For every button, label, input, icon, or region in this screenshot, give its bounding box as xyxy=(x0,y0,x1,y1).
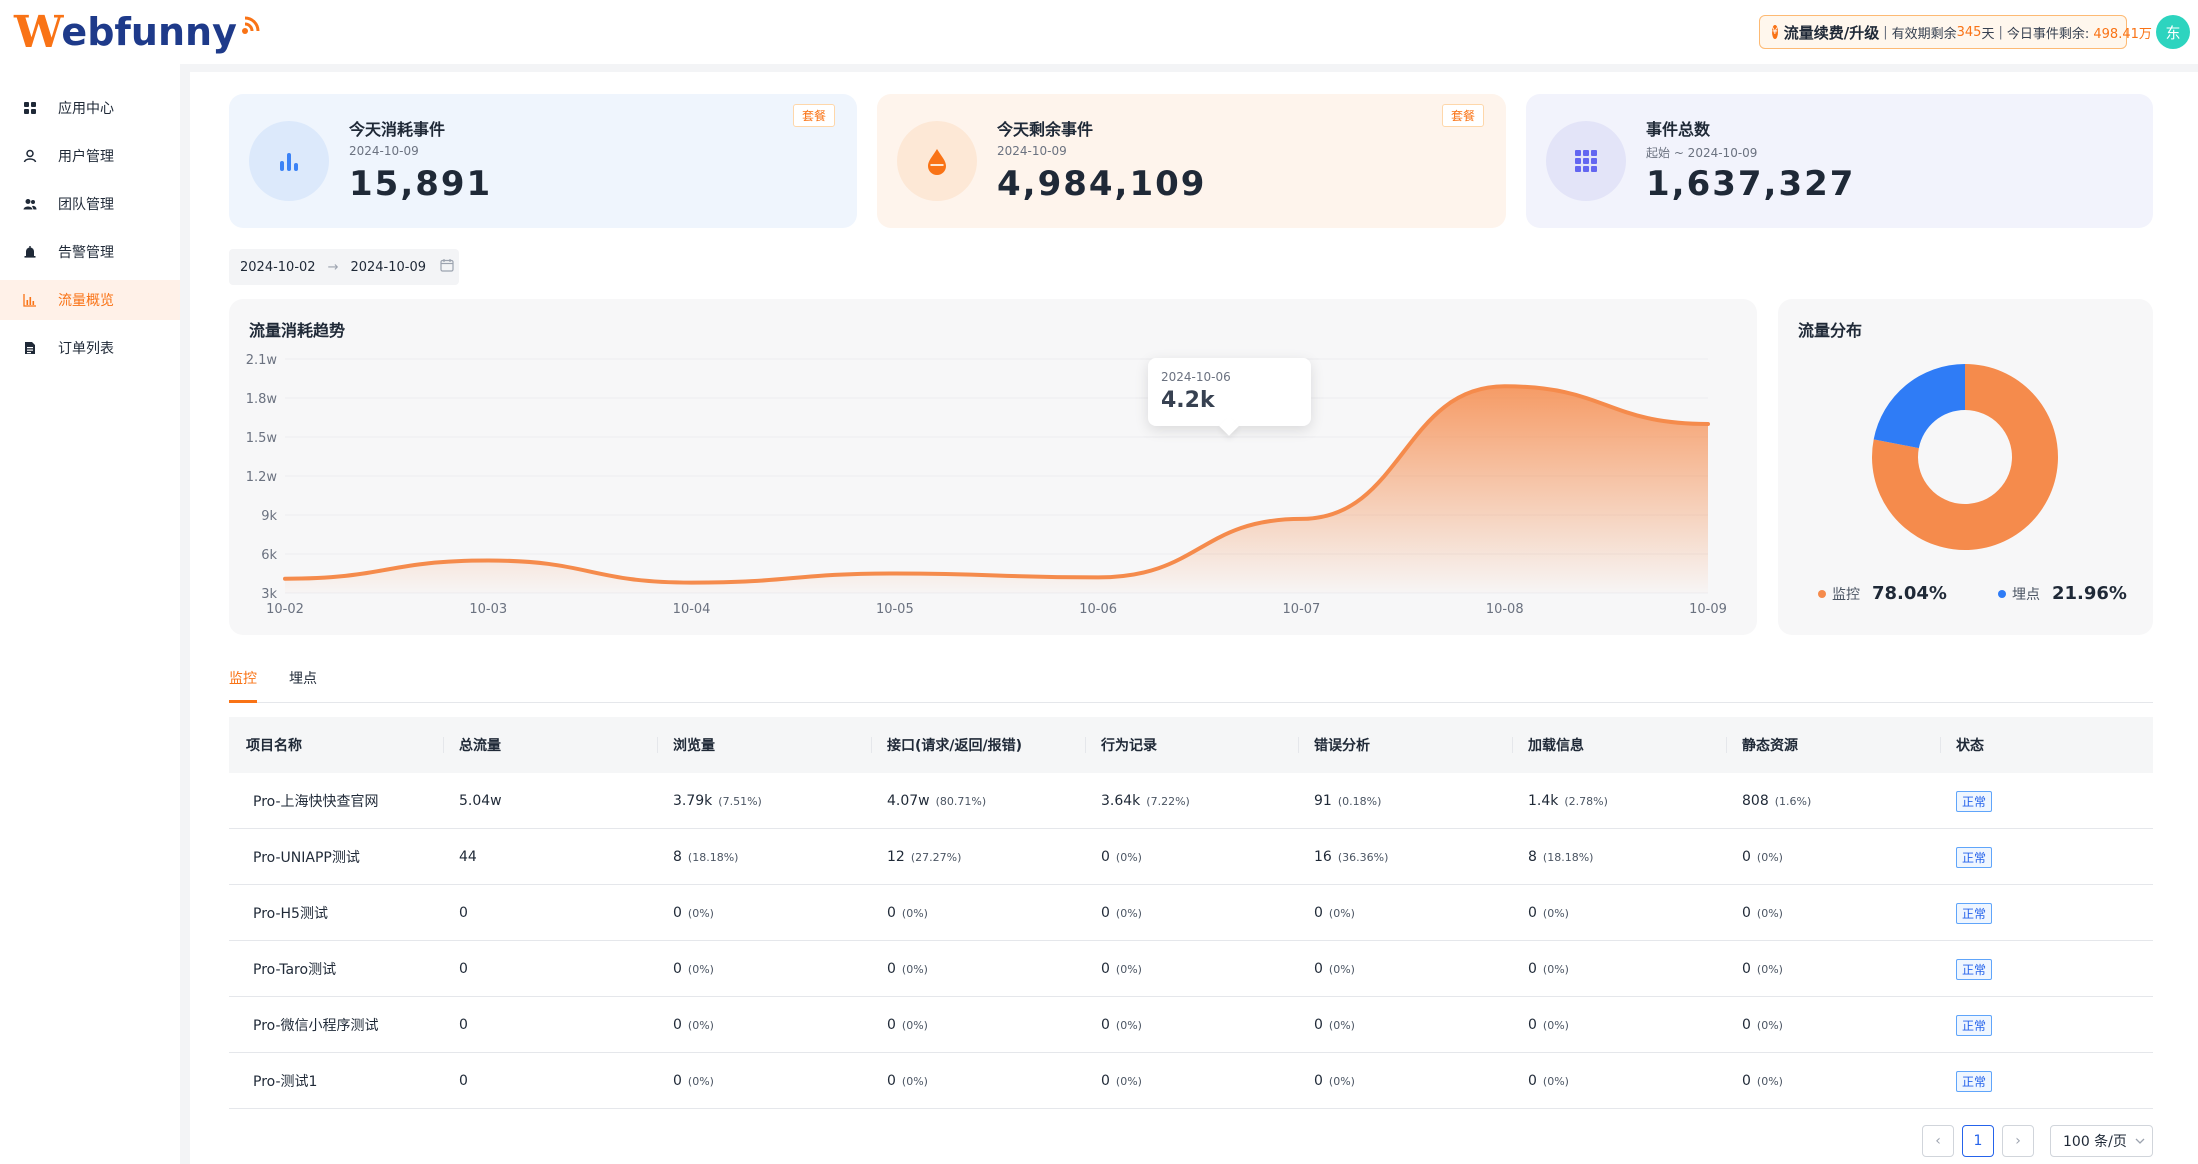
status-badge: 正常 xyxy=(1956,1070,1993,1092)
legend-dot xyxy=(1998,589,2006,598)
avatar[interactable]: 东 xyxy=(2156,15,2190,49)
sidebar: 应用中心 用户管理 团队管理 告警管理 流量概览 订单列表 xyxy=(0,64,180,1164)
tabs-divider xyxy=(229,702,2153,703)
table-row[interactable]: Pro-微信小程序测试 0 0 (0%) 0 (0%) 0 (0%) 0 (0%) 0(… xyxy=(229,997,2153,1053)
page-size-select[interactable]: 100 条/页 xyxy=(2050,1125,2153,1157)
pagination-page-1[interactable]: 1 xyxy=(1962,1125,1994,1157)
col-header: 浏览量 xyxy=(657,717,715,773)
status-badge: 正常 xyxy=(1956,846,1993,868)
calendar-icon[interactable] xyxy=(440,258,454,276)
trend-chart-panel: 流量消耗趋势 xyxy=(229,299,1757,635)
col-header: 加载信息 xyxy=(1512,717,1584,773)
status-badge: 正常 xyxy=(1956,958,1993,980)
project-name[interactable]: Pro-测试1 xyxy=(253,1074,318,1090)
trend-chart-title: 流量消耗趋势 xyxy=(249,321,346,340)
bar-chart-icon xyxy=(22,292,38,308)
arrow-right-icon: → xyxy=(327,259,339,275)
status-badge: 正常 xyxy=(1956,790,1993,812)
user-icon xyxy=(22,148,38,164)
col-header: 总流量 xyxy=(443,717,501,773)
col-header: 错误分析 xyxy=(1298,717,1370,773)
sidebar-item-order-list[interactable]: 订单列表 xyxy=(0,328,180,368)
legend-dot xyxy=(1818,589,1826,598)
project-name[interactable]: Pro-上海快快查官网 xyxy=(253,794,379,810)
table-row[interactable]: Pro-UNIAPP测试 44 8 (18.18%) 12 (27.27%) 0 (0… xyxy=(229,829,2153,885)
col-header: 接口(请求/返回/报错) xyxy=(871,717,1022,773)
sidebar-item-traffic-overview[interactable]: 流量概览 xyxy=(0,280,180,320)
bar-chart-icon xyxy=(249,121,329,201)
table-row[interactable]: Pro-测试1 0 0 (0%) 0 (0%) 0 (0%) 0 (0%) 0 (0%) … xyxy=(229,1053,2153,1109)
alarm-bell-icon xyxy=(22,244,38,260)
table-row[interactable]: Pro-上海快快查官网 5.04w 3.79k (7.51%) 4.07w (80.… xyxy=(229,773,2153,829)
apps-grid-icon xyxy=(22,100,38,116)
chevron-down-icon xyxy=(2135,1138,2145,1144)
sidebar-item-user-management[interactable]: 用户管理 xyxy=(0,136,180,176)
signal-wave-icon xyxy=(241,16,260,34)
project-name[interactable]: Pro-UNIAPP测试 xyxy=(253,850,360,866)
stat-card-today-consumed: 今天消耗事件 2024-10-09 15,891 套餐 xyxy=(229,94,857,228)
sidebar-item-app-center[interactable]: 应用中心 xyxy=(0,88,180,128)
pagination-next-button[interactable]: › xyxy=(2002,1125,2034,1157)
team-icon xyxy=(22,196,38,212)
tab-tracking[interactable]: 埋点 xyxy=(289,671,317,687)
pagination-prev-button[interactable]: ‹ xyxy=(1922,1125,1954,1157)
project-name[interactable]: Pro-微信小程序测试 xyxy=(253,1018,379,1034)
chart-tooltip: 2024-10-06 4.2k xyxy=(1148,358,1311,436)
grid-icon xyxy=(1546,121,1626,201)
drop-icon xyxy=(897,121,977,201)
legend-item-tracking[interactable]: 埋点 21.96% xyxy=(1998,583,2127,604)
date-range-end[interactable]: 2024-10-09 xyxy=(350,259,427,275)
col-header: 行为记录 xyxy=(1085,717,1157,773)
tab-active-indicator xyxy=(229,700,257,703)
tab-monitor[interactable]: 监控 xyxy=(229,671,257,687)
legend-item-monitor[interactable]: 监控 78.04% xyxy=(1818,583,1947,604)
package-tag: 套餐 xyxy=(792,104,835,127)
stat-card-total-events: 事件总数 起始 ~ 2024-10-09 1,637,327 xyxy=(1526,94,2153,228)
col-header: 项目名称 xyxy=(246,738,302,754)
status-badge: 正常 xyxy=(1956,902,1993,924)
distribution-title: 流量分布 xyxy=(1798,321,1863,340)
stat-card-today-remaining: 今天剩余事件 2024-10-09 4,984,109 套餐 xyxy=(877,94,1506,228)
date-range-start[interactable]: 2024-10-02 xyxy=(240,259,316,275)
sidebar-item-team-management[interactable]: 团队管理 xyxy=(0,184,180,224)
renew-upgrade-pill[interactable]: ¥ 流量续费/升级 | 有效期剩余 345 天 | 今日事件剩余: 498.41万 xyxy=(1759,15,2152,49)
date-range-picker[interactable]: 2024-10-02 → 2024-10-09 xyxy=(229,249,459,285)
col-header: 静态资源 xyxy=(1726,717,1798,773)
status-badge: 正常 xyxy=(1956,1014,1993,1036)
package-tag: 套餐 xyxy=(1441,104,1484,127)
project-name[interactable]: Pro-Taro测试 xyxy=(253,962,337,978)
table-row[interactable]: Pro-H5测试 0 0 (0%) 0 (0%) 0 (0%) 0 (0%) 0 (0%)… xyxy=(229,885,2153,941)
project-name[interactable]: Pro-H5测试 xyxy=(253,906,328,922)
document-icon xyxy=(22,340,38,356)
coin-icon: ¥ xyxy=(1772,25,1778,39)
table-header: 项目名称 总流量 浏览量 接口(请求/返回/报错) 行为记录 错误分析 加载信息… xyxy=(229,717,2153,773)
table-row[interactable]: Pro-Taro测试 0 0 (0%) 0 (0%) 0 (0%) 0 (0%) 0 (0… xyxy=(229,941,2153,997)
col-header: 状态 xyxy=(1940,717,1984,773)
sidebar-item-alarm-management[interactable]: 告警管理 xyxy=(0,232,180,272)
